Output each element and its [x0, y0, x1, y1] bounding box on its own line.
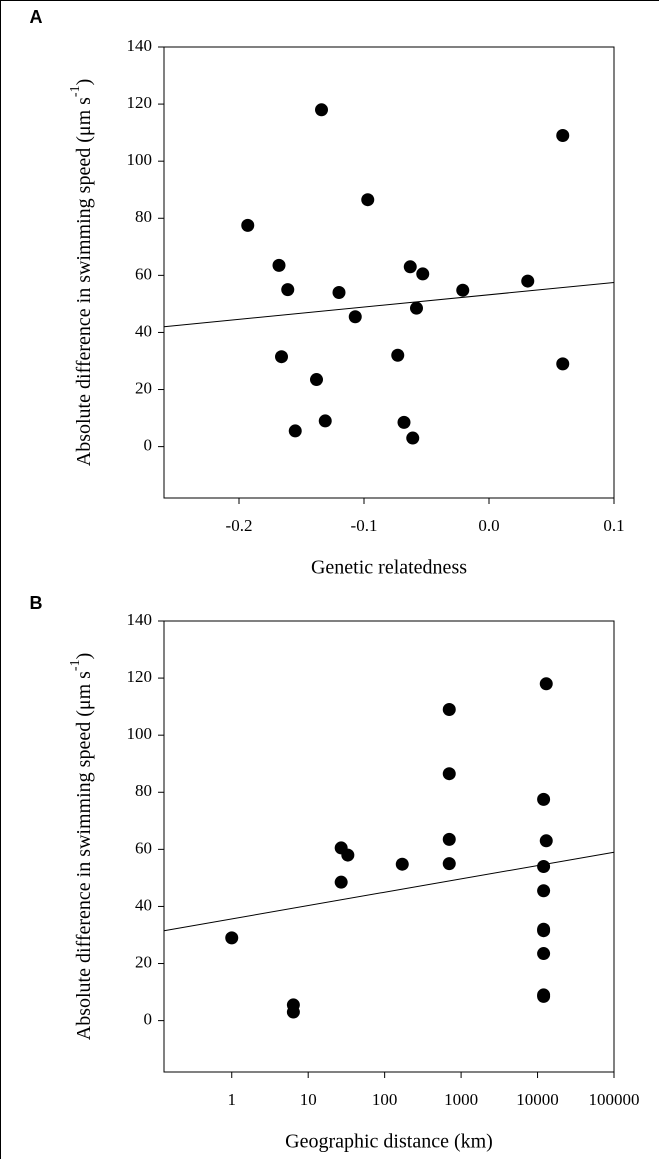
trend-line	[163, 281, 615, 328]
point	[556, 357, 570, 371]
point	[442, 832, 456, 846]
y-tick-label: 80	[135, 207, 152, 226]
x-axis-label: Geographic distance (km)	[285, 1131, 493, 1153]
point	[241, 218, 255, 232]
point	[539, 677, 553, 691]
y-tick-label: 120	[127, 93, 153, 112]
x-tick-label: 100	[372, 1090, 398, 1109]
y-tick-label: 140	[127, 610, 153, 629]
point	[286, 1005, 300, 1019]
y-tick-label: 0	[144, 436, 153, 455]
point	[556, 128, 570, 142]
point	[395, 857, 409, 871]
point	[310, 373, 323, 387]
x-tick-label: 1	[227, 1090, 236, 1109]
y-label-end: )	[73, 653, 95, 660]
y-label-main: Absolute difference in swimming speed (μ…	[73, 671, 95, 1040]
point	[537, 884, 551, 898]
y-tick-label: 120	[127, 667, 153, 686]
x-tick-label: 0.1	[603, 516, 624, 535]
point	[537, 924, 551, 938]
plot-frame	[163, 620, 615, 1073]
x-tick-label: 100000	[589, 1090, 640, 1109]
y-tick-label: 100	[127, 724, 153, 743]
point	[406, 431, 420, 445]
point	[318, 414, 332, 428]
panel-label: B	[30, 593, 43, 613]
point	[315, 103, 328, 117]
x-tick-label: -0.1	[351, 516, 378, 535]
point	[332, 285, 346, 299]
y-label-sup: -1	[68, 85, 83, 97]
point	[397, 415, 411, 429]
point	[361, 193, 375, 207]
point	[403, 260, 417, 274]
point	[334, 875, 348, 889]
x-tick-label: -0.2	[226, 516, 253, 535]
point	[275, 350, 288, 364]
y-tick-label: 60	[135, 264, 152, 283]
y-tick-label: 40	[135, 895, 152, 914]
x-axis-label: Genetic relatedness	[311, 557, 467, 579]
point	[442, 767, 456, 781]
y-tick-label: 20	[135, 378, 152, 397]
y-tick-label: 20	[135, 952, 152, 971]
y-axis-label: Absolute difference in swimming speed (μ…	[68, 653, 94, 1041]
y-tick-label: 100	[127, 150, 153, 169]
plot-frame	[163, 46, 615, 499]
point	[537, 947, 551, 961]
point	[456, 283, 470, 297]
point	[537, 792, 551, 806]
y-tick-label: 40	[135, 321, 152, 340]
point	[537, 989, 551, 1003]
point	[539, 834, 553, 848]
point	[521, 274, 535, 288]
y-tick-label: 60	[135, 838, 152, 857]
point	[410, 301, 423, 315]
y-tick-label: 0	[144, 1010, 153, 1029]
point	[537, 859, 551, 873]
y-label-sup: -1	[68, 659, 83, 671]
point	[442, 702, 456, 716]
x-tick-label: 0.0	[478, 516, 499, 535]
y-axis-label: Absolute difference in swimming speed (μ…	[68, 79, 94, 467]
point	[391, 348, 405, 362]
point	[225, 931, 239, 945]
panel-label: A	[30, 7, 43, 27]
y-tick-label: 140	[127, 36, 153, 55]
point	[272, 258, 286, 272]
x-tick-label: 10000	[516, 1090, 559, 1109]
point	[442, 857, 456, 871]
point	[341, 848, 355, 862]
x-tick-label: 10	[300, 1090, 317, 1109]
y-tick-label: 80	[135, 781, 152, 800]
y-label-end: )	[73, 79, 95, 86]
point	[348, 310, 362, 324]
point	[281, 283, 295, 297]
point	[288, 424, 302, 438]
point	[416, 267, 430, 281]
x-tick-label: 1000	[444, 1090, 478, 1109]
y-label-main: Absolute difference in swimming speed (μ…	[73, 97, 95, 466]
